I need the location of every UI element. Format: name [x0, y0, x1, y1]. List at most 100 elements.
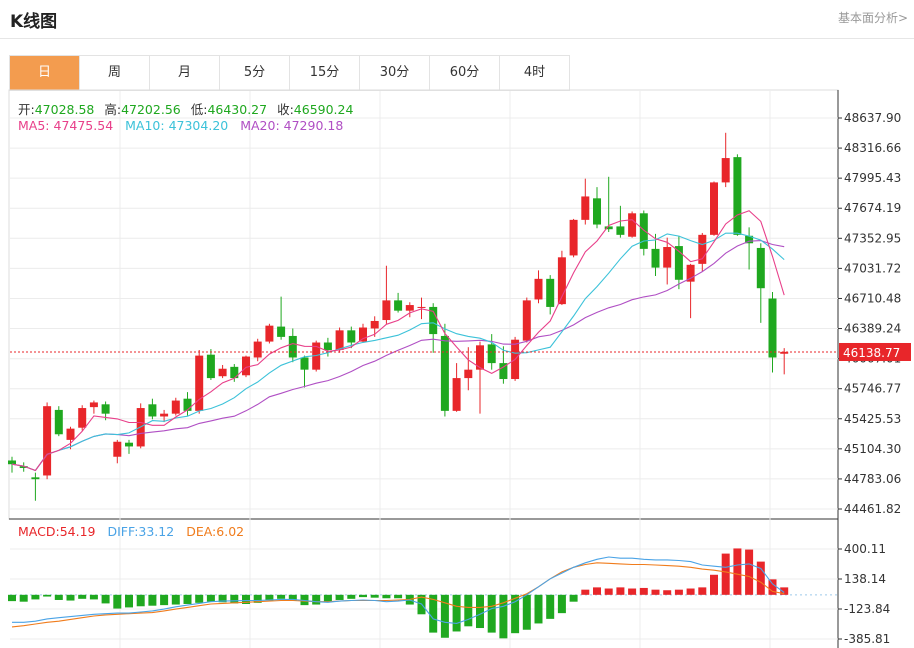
candle-body	[394, 300, 403, 311]
current-price-label: 46138.77	[843, 346, 900, 360]
candle-body	[663, 247, 672, 268]
candle-body	[335, 330, 344, 351]
candles	[8, 132, 789, 501]
candle	[476, 341, 484, 414]
tab-15min[interactable]: 15分	[290, 56, 360, 90]
candle	[195, 350, 204, 414]
tab-day[interactable]: 日	[10, 56, 80, 90]
price-tick-label: 45746.77	[844, 382, 901, 396]
candle	[522, 297, 531, 343]
ma20-line	[11, 240, 785, 472]
candle	[19, 462, 28, 472]
tab-60min[interactable]: 60分	[430, 56, 500, 90]
macd-bar	[148, 594, 157, 606]
candle	[780, 348, 789, 375]
candle	[183, 392, 192, 416]
candle-body	[651, 248, 660, 268]
candle	[756, 243, 765, 323]
macd-bar	[780, 587, 789, 595]
macd-value: 54.19	[59, 524, 96, 539]
candle-body	[616, 226, 625, 235]
macd-bar	[125, 594, 133, 608]
candle-body	[499, 363, 508, 380]
price-tick-label: 45425.53	[844, 412, 901, 426]
ma20-value: 47290.18	[283, 118, 344, 133]
dea-label: DEA:	[186, 524, 217, 539]
macd-bar	[499, 594, 508, 639]
tab-week[interactable]: 周	[80, 56, 150, 90]
candle-body	[43, 406, 52, 476]
candle	[674, 235, 683, 290]
candle-body	[721, 158, 730, 183]
candle-body	[780, 351, 789, 354]
candle	[639, 210, 648, 256]
candle-body	[382, 300, 391, 321]
ma-readout: MA5: 47475.54 MA10: 47304.20 MA20: 47290…	[18, 118, 343, 133]
candle-body	[604, 226, 613, 230]
candle-body	[230, 366, 239, 379]
macd-bar	[8, 594, 16, 602]
candle	[359, 323, 367, 343]
candle-body	[476, 345, 484, 370]
candle	[733, 154, 742, 236]
ma5-value: 47475.54	[53, 118, 114, 133]
candle	[148, 398, 157, 420]
macd-bar	[312, 594, 321, 605]
ma20-label: MA20:	[240, 118, 280, 133]
candle	[89, 400, 98, 414]
candle	[721, 132, 730, 188]
tab-month[interactable]: 月	[150, 56, 220, 90]
macd-bar	[78, 594, 87, 599]
top-bar: K线图 基本面分析>	[0, 0, 914, 39]
candle-body	[253, 341, 262, 358]
candle	[171, 397, 180, 416]
macd-bar	[206, 594, 215, 602]
candle	[569, 218, 578, 258]
page-title: K线图	[10, 12, 58, 32]
candle-body	[312, 342, 321, 370]
tab-5min[interactable]: 5分	[220, 56, 290, 90]
candle	[66, 426, 75, 450]
price-tick-label: 47352.95	[844, 231, 901, 245]
candle	[370, 316, 379, 337]
macd-bar	[382, 594, 391, 599]
candle	[663, 237, 672, 285]
candle-body	[557, 257, 566, 305]
macd-bar	[370, 594, 379, 598]
macd-bar	[288, 594, 297, 601]
candle-body	[593, 198, 601, 225]
candle-body	[195, 355, 204, 411]
dea-value: 6.02	[216, 524, 245, 539]
macd-bar	[277, 594, 286, 599]
macd-bar	[487, 594, 496, 633]
candle-body	[698, 234, 707, 264]
macd-bar	[89, 594, 98, 600]
macd-bar	[452, 594, 461, 632]
candle-body	[183, 398, 192, 411]
macd-bar	[242, 594, 250, 604]
tab-30min[interactable]: 30分	[360, 56, 430, 90]
diff-label: DIFF:	[107, 524, 139, 539]
macd-bar	[639, 587, 648, 595]
macd-bar	[113, 594, 122, 609]
candle	[698, 232, 707, 272]
candle-body	[522, 300, 531, 341]
macd-bar	[674, 589, 683, 595]
dea-line	[11, 562, 785, 628]
candle	[218, 364, 227, 379]
fundamental-analysis-link[interactable]: 基本面分析>	[837, 11, 908, 25]
tab-4hour[interactable]: 4时	[500, 56, 570, 90]
macd-bar	[101, 594, 110, 604]
macd-bar	[628, 588, 637, 595]
candle-body	[534, 278, 543, 300]
candle-body	[54, 409, 63, 435]
macd-bar	[253, 594, 262, 603]
candle	[628, 211, 637, 238]
candle	[745, 227, 754, 270]
price-tick-label: 44461.82	[844, 502, 901, 516]
candle	[686, 263, 695, 319]
macd-bar	[394, 594, 403, 599]
ohlc-readout: 开:47028.58 高:47202.56 低:46430.27 收:46590…	[18, 99, 353, 118]
macd-bar	[136, 594, 145, 607]
